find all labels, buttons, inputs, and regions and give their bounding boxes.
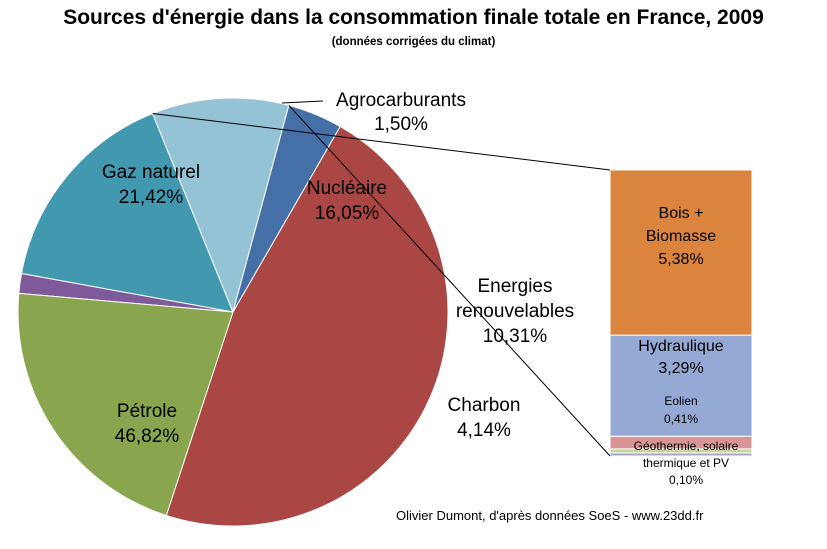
- pie-label-agrocarburants: Agrocarburants 1,50%: [336, 90, 466, 135]
- bar-segment-bois-biomasse: [609, 169, 753, 336]
- bar-label-hydraulique: Hydraulique 3,29%: [638, 338, 723, 377]
- pie-label-petrole: Pétrole 46,82%: [115, 401, 180, 447]
- pie-slice-petrole: [165, 125, 449, 527]
- pie-label-energies-renouvelables: Energies renouvelables 10,31%: [456, 276, 574, 347]
- connector-line-top: [152, 113, 611, 171]
- bar-segment-geothermie-solaire-thermique-et-pv: [609, 452, 753, 457]
- credit-text: Olivier Dumont, d'après données SoeS - w…: [396, 508, 704, 523]
- bar-label-geothermie: Géothermie, solaire thermique et PV 0,10%: [634, 439, 739, 487]
- pie-slice-gaz-naturel: [17, 292, 234, 517]
- connector-line-bottom: [288, 104, 611, 457]
- chart-title: Sources d'énergie dans la consommation f…: [63, 6, 764, 29]
- pie-label-nucleaire: Nucléaire 16,05%: [307, 178, 387, 224]
- pie-slice-energies-renouvelables: [151, 97, 290, 314]
- bar-label-eolien: Eolien 0,41%: [664, 394, 698, 426]
- chart-subtitle: (données corrigées du climat): [331, 36, 496, 48]
- pie-label-charbon: Charbon 4,14%: [448, 395, 521, 441]
- pie-label-gaz-naturel: Gaz naturel 21,42%: [102, 162, 200, 208]
- pie-slice-nucleaire: [20, 112, 234, 313]
- bar-label-bois-biomasse: Bois + Biomasse 5,38%: [646, 205, 716, 268]
- leader-line-agrocarburants: [281, 100, 324, 104]
